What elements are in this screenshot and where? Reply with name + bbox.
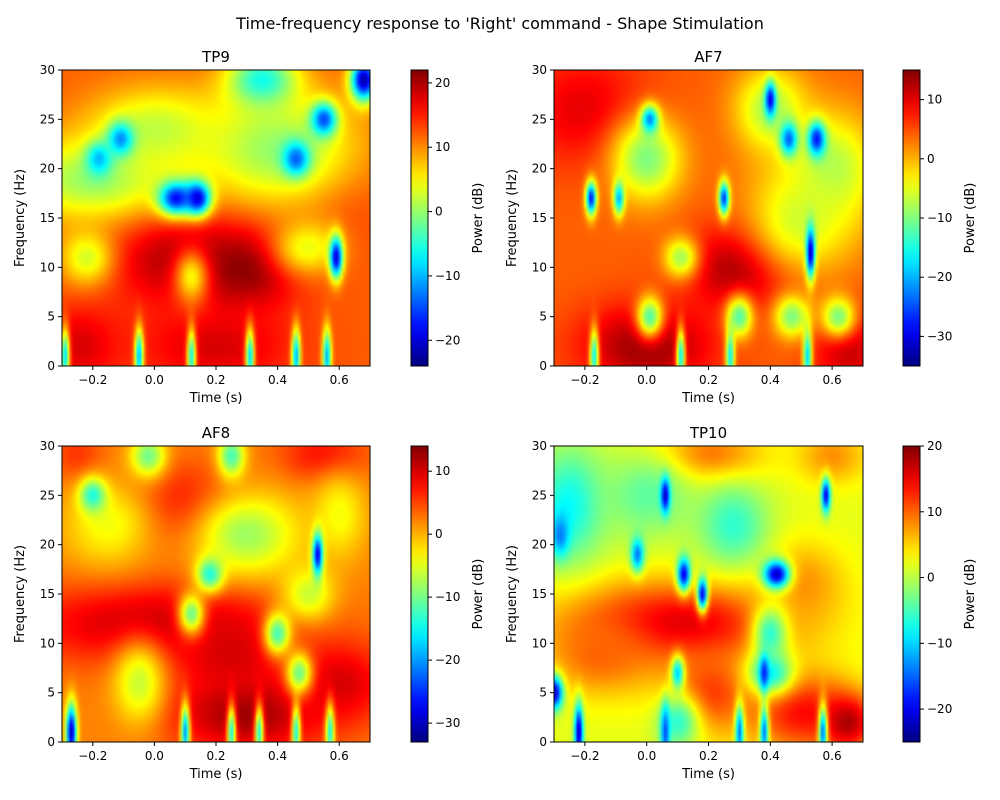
y-tick-label: 30 bbox=[40, 439, 55, 453]
x-tick-label: −0.2 bbox=[78, 373, 107, 387]
x-tick-label: 0.2 bbox=[206, 749, 225, 763]
x-tick-label: 0.0 bbox=[637, 749, 656, 763]
y-tick-label: 0 bbox=[47, 735, 55, 749]
y-tick-label: 10 bbox=[40, 260, 55, 274]
subplot-title: AF8 bbox=[202, 424, 230, 442]
colorbar bbox=[902, 445, 921, 743]
y-tick-label: 20 bbox=[40, 538, 55, 552]
x-tick-label: −0.2 bbox=[570, 749, 599, 763]
x-tick-label: 0.0 bbox=[145, 749, 164, 763]
y-tick-label: 5 bbox=[539, 686, 547, 700]
colorbar-tick-label: −30 bbox=[927, 329, 952, 343]
x-tick-label: 0.4 bbox=[761, 749, 780, 763]
y-tick-label: 15 bbox=[532, 211, 547, 225]
y-tick-label: 30 bbox=[40, 63, 55, 77]
x-tick-label: 0.2 bbox=[699, 373, 718, 387]
y-tick-label: 5 bbox=[47, 310, 55, 324]
colorbar-tick-label: 20 bbox=[927, 439, 942, 453]
subplot-tp9: TP9 −0.2 0.0 0.2 0.4 0.6 0 5 10 15 20 25 30 Time (s) F… bbox=[13, 48, 486, 406]
y-tick-label: 30 bbox=[532, 63, 547, 77]
y-tick-label: 15 bbox=[40, 211, 55, 225]
colorbar-label: Power (dB) bbox=[471, 183, 486, 254]
y-tick-label: 0 bbox=[539, 735, 547, 749]
y-tick-label: 20 bbox=[532, 538, 547, 552]
y-tick-label: 10 bbox=[532, 636, 547, 650]
x-tick-label: −0.2 bbox=[78, 749, 107, 763]
y-tick-label: 20 bbox=[532, 162, 547, 176]
y-tick-label: 10 bbox=[40, 636, 55, 650]
y-tick-label: 25 bbox=[532, 112, 547, 126]
heatmap-image bbox=[62, 446, 370, 742]
subplot-af7: AF7 −0.2 0.0 0.2 0.4 0.6 0 5 10 15 20 25 30 Time (s) F… bbox=[505, 48, 978, 406]
x-tick-label: 0.0 bbox=[145, 373, 164, 387]
colorbar-tick-label: 10 bbox=[435, 140, 450, 154]
subplot-title: AF7 bbox=[694, 48, 722, 66]
colorbar-tick-label: −20 bbox=[435, 653, 460, 667]
colorbar-label: Power (dB) bbox=[963, 559, 978, 630]
y-axis-label: Frequency (Hz) bbox=[505, 545, 520, 643]
colorbar-tick-label: 0 bbox=[927, 571, 935, 585]
x-tick-label: 0.2 bbox=[206, 373, 225, 387]
x-axis-label: Time (s) bbox=[189, 391, 243, 406]
y-tick-label: 20 bbox=[40, 162, 55, 176]
colorbar bbox=[410, 69, 429, 367]
x-tick-label: 0.6 bbox=[823, 373, 842, 387]
colorbar-tick-label: 10 bbox=[435, 464, 450, 478]
heatmap-image bbox=[554, 446, 863, 742]
colorbar-tick-label: −20 bbox=[435, 333, 460, 347]
x-tick-label: −0.2 bbox=[570, 373, 599, 387]
y-tick-label: 5 bbox=[47, 686, 55, 700]
subplot-tp10: TP10 −0.2 0.0 0.2 0.4 0.6 0 5 10 15 20 25 30 Time (s)… bbox=[505, 424, 978, 782]
colorbar-tick-label: −10 bbox=[927, 636, 952, 650]
x-axis-label: Time (s) bbox=[681, 391, 735, 406]
y-tick-label: 0 bbox=[47, 359, 55, 373]
y-tick-label: 15 bbox=[532, 587, 547, 601]
y-tick-label: 15 bbox=[40, 587, 55, 601]
subplot-title: TP10 bbox=[689, 424, 727, 442]
colorbar-label: Power (dB) bbox=[471, 559, 486, 630]
subplot-title: TP9 bbox=[201, 48, 230, 66]
x-tick-label: 0.6 bbox=[330, 749, 349, 763]
y-tick-label: 5 bbox=[539, 310, 547, 324]
colorbar-tick-label: −10 bbox=[435, 590, 460, 604]
y-tick-label: 0 bbox=[539, 359, 547, 373]
colorbar-tick-label: 0 bbox=[435, 527, 443, 541]
figure-title: Time-frequency response to 'Right' comma… bbox=[235, 14, 764, 33]
colorbar-label: Power (dB) bbox=[963, 183, 978, 254]
y-tick-label: 30 bbox=[532, 439, 547, 453]
x-tick-label: 0.4 bbox=[268, 749, 287, 763]
colorbar bbox=[902, 69, 921, 367]
x-tick-label: 0.4 bbox=[268, 373, 287, 387]
colorbar-tick-label: 20 bbox=[435, 76, 450, 90]
colorbar-tick-label: 0 bbox=[927, 152, 935, 166]
colorbar bbox=[410, 445, 429, 743]
x-tick-label: 0.6 bbox=[823, 749, 842, 763]
colorbar-tick-label: −10 bbox=[435, 269, 460, 283]
x-axis-label: Time (s) bbox=[189, 767, 243, 782]
x-tick-label: 0.0 bbox=[637, 373, 656, 387]
colorbar-tick-label: −20 bbox=[927, 702, 952, 716]
x-tick-label: 0.6 bbox=[330, 373, 349, 387]
y-tick-label: 25 bbox=[40, 112, 55, 126]
heatmap-image bbox=[62, 70, 370, 366]
y-axis-label: Frequency (Hz) bbox=[13, 169, 28, 267]
colorbar-tick-label: −20 bbox=[927, 270, 952, 284]
y-axis-label: Frequency (Hz) bbox=[13, 545, 28, 643]
y-axis-label: Frequency (Hz) bbox=[505, 169, 520, 267]
x-tick-label: 0.4 bbox=[761, 373, 780, 387]
x-axis-label: Time (s) bbox=[681, 767, 735, 782]
subplot-af8: AF8 −0.2 0.0 0.2 0.4 0.6 0 5 10 15 20 25 30 Time (s) F… bbox=[13, 424, 486, 782]
colorbar-tick-label: 10 bbox=[927, 505, 942, 519]
colorbar-tick-label: 10 bbox=[927, 93, 942, 107]
x-tick-label: 0.2 bbox=[699, 749, 718, 763]
colorbar-tick-label: −10 bbox=[927, 211, 952, 225]
y-tick-label: 25 bbox=[532, 488, 547, 502]
y-tick-label: 10 bbox=[532, 260, 547, 274]
y-tick-label: 25 bbox=[40, 488, 55, 502]
colorbar-tick-label: −30 bbox=[435, 716, 460, 730]
colorbar-tick-label: 0 bbox=[435, 205, 443, 219]
heatmap-image bbox=[554, 70, 863, 366]
